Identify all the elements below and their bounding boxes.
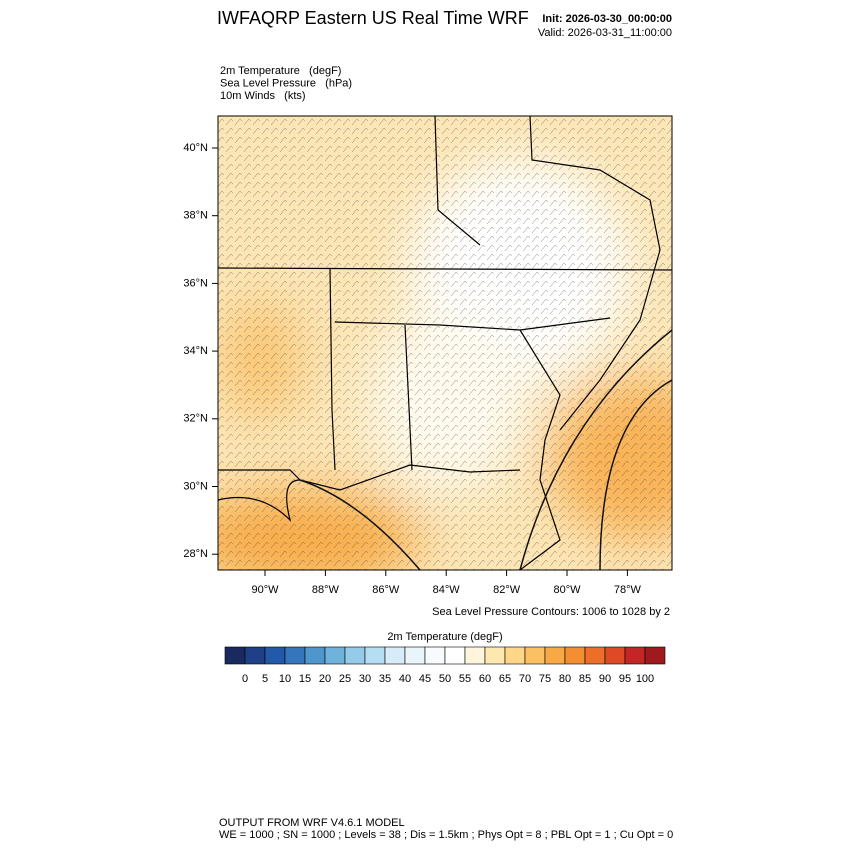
colorbar: 0 5 10 15 20 25 30 35 40 45 50 55 60 65 70 75 80 85 90 95 10… [224,646,666,685]
lat-label: 34°N [183,345,208,357]
field-label: 10m Winds (kts) [220,90,306,102]
lon-label: 82°W [493,584,521,596]
colorbar-label: 0 [242,673,248,685]
colorbar-label: 65 [499,673,511,685]
colorbar-swatch [364,646,386,665]
colorbar-swatch [224,646,246,665]
lat-label: 40°N [183,142,208,154]
colorbar-swatch [444,646,466,665]
footer-line: WE = 1000 ; SN = 1000 ; Levels = 38 ; Di… [219,829,673,841]
contour-note: Sea Level Pressure Contours: 1006 to 102… [432,606,670,618]
colorbar-swatch [584,646,606,665]
colorbar-label: 15 [299,673,311,685]
footer-line: OUTPUT FROM WRF V4.6.1 MODEL [219,817,405,829]
colorbar-swatch [544,646,566,665]
colorbar-swatch [264,646,286,665]
colorbar-title: 2m Temperature (degF) [387,631,502,643]
lon-label: 86°W [372,584,400,596]
colorbar-swatch [424,646,446,665]
lon-label: 80°W [553,584,581,596]
colorbar-label: 50 [439,673,451,685]
colorbar-label: 60 [479,673,491,685]
colorbar-label: 85 [579,673,591,685]
colorbar-label: 30 [359,673,371,685]
map-axes: 40°N 38°N 36°N 34°N 32°N 30°N 28°N 90°W 88°W 86°W… [183,142,641,596]
colorbar-label: 25 [339,673,351,685]
field-label: 2m Temperature (degF) [220,65,341,77]
colorbar-swatch [344,646,366,665]
colorbar-swatch [244,646,266,665]
map [218,116,672,570]
field-list: 2m Temperature (degF)Sea Level Pressure … [220,65,352,102]
lon-label: 84°W [433,584,461,596]
lat-label: 32°N [183,413,208,425]
colorbar-swatch [304,646,326,665]
lat-label: 38°N [183,210,208,222]
colorbar-swatch [324,646,346,665]
colorbar-label: 35 [379,673,391,685]
colorbar-swatch [504,646,526,665]
lat-label: 28°N [183,548,208,560]
colorbar-label: 55 [459,673,471,685]
colorbar-label: 5 [262,673,268,685]
colorbar-label: 10 [279,673,291,685]
colorbar-swatch [604,646,626,665]
colorbar-label: 75 [539,673,551,685]
colorbar-swatch [284,646,306,665]
colorbar-label: 80 [559,673,571,685]
colorbar-swatch [404,646,426,665]
colorbar-swatch [384,646,406,665]
colorbar-swatch [564,646,586,665]
colorbar-label: 45 [419,673,431,685]
colorbar-swatch [524,646,546,665]
lat-label: 36°N [183,277,208,289]
colorbar-swatch [624,646,646,665]
lon-label: 88°W [312,584,340,596]
colorbar-label: 100 [636,673,654,685]
colorbar-swatch [464,646,486,665]
colorbar-label: 20 [319,673,331,685]
lat-label: 30°N [183,480,208,492]
init-time: Init: 2026-03-30_00:00:00 [542,13,672,25]
lon-label: 78°W [614,584,642,596]
colorbar-label: 40 [399,673,411,685]
colorbar-label: 95 [619,673,631,685]
valid-time: Valid: 2026-03-31_11:00:00 [538,27,672,39]
lon-label: 90°W [251,584,279,596]
colorbar-label: 70 [519,673,531,685]
map-frame [217,115,673,571]
title: IWFAQRP Eastern US Real Time WRF [217,8,529,28]
field-label: Sea Level Pressure (hPa) [220,77,352,89]
colorbar-swatch [484,646,506,665]
colorbar-label: 90 [599,673,611,685]
colorbar-swatch [644,646,666,665]
